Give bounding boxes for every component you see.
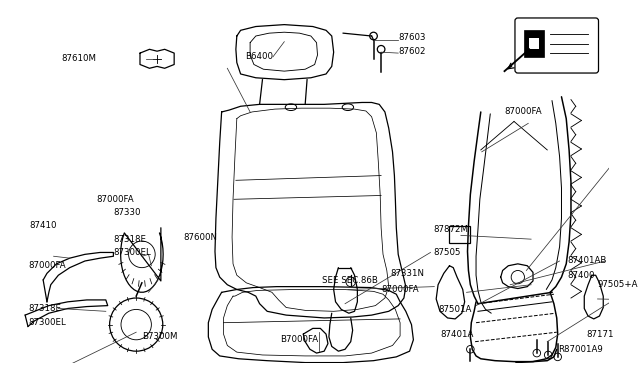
FancyBboxPatch shape [529,38,539,49]
Text: 97505+A: 97505+A [598,280,638,289]
Text: 87610M: 87610M [61,54,97,63]
Text: 87505: 87505 [433,248,461,257]
Text: 87171: 87171 [586,330,614,339]
Text: B6400: B6400 [245,52,273,61]
Text: 87400: 87400 [567,271,595,280]
Text: 87300EL: 87300EL [28,318,66,327]
Text: 87000FA: 87000FA [381,285,419,294]
Text: 87331N: 87331N [390,269,424,278]
Text: B7000FA: B7000FA [280,335,319,344]
Text: 87603: 87603 [398,33,426,42]
Text: 87872M: 87872M [433,225,468,234]
Text: 87318E: 87318E [28,304,61,313]
Text: 87602: 87602 [398,47,426,56]
Text: B7300M: B7300M [142,333,177,341]
Text: R87001A9: R87001A9 [559,345,604,354]
Text: 87401A: 87401A [440,330,474,339]
FancyBboxPatch shape [524,30,545,57]
Text: 87410: 87410 [30,221,58,230]
Text: 87000FA: 87000FA [28,261,65,270]
Text: 87600N: 87600N [184,233,218,242]
Text: 87330: 87330 [113,208,141,217]
Text: 87318E: 87318E [113,235,147,244]
Text: 87000FA: 87000FA [97,195,134,204]
Text: 87501A: 87501A [438,305,472,314]
Text: 87300EL: 87300EL [113,248,151,257]
Text: 87401AB: 87401AB [567,257,607,266]
Text: SEE SEC.86B: SEE SEC.86B [323,276,378,285]
Text: 87000FA: 87000FA [504,108,542,116]
